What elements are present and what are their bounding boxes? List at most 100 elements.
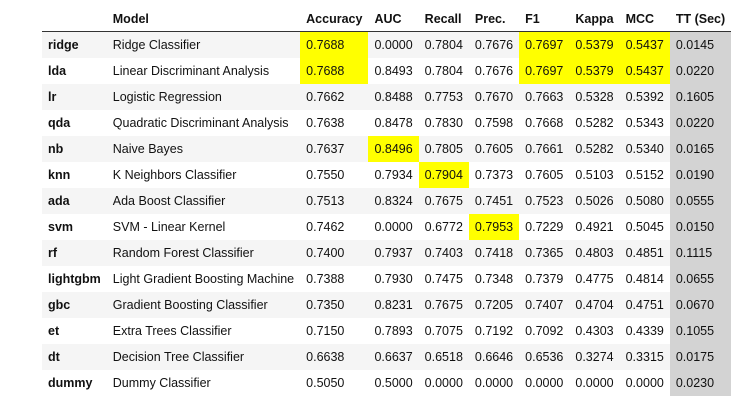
cell-mcc: 0.5437: [619, 31, 670, 58]
cell-index: rf: [42, 240, 107, 266]
header-recall: Recall: [418, 7, 469, 32]
table-body: ridge Ridge Classifier 0.7688 0.0000 0.7804 0…: [42, 31, 732, 396]
header-auc: AUC: [368, 7, 419, 32]
cell-mcc: 0.4751: [619, 292, 670, 318]
cell-accuracy: 0.7350: [300, 292, 369, 318]
cell-auc: 0.7893: [374, 324, 413, 338]
header-model: Model: [106, 7, 301, 32]
cell-mcc: 0.4814: [625, 272, 664, 286]
cell-recall: 0.0000: [424, 376, 463, 390]
cell-tt-sec: 0.0230: [669, 370, 732, 396]
cell-tt-sec: 0.0670: [669, 292, 732, 318]
cell-mcc: 0.4851: [619, 240, 670, 266]
cell-auc: 0.8488: [368, 84, 419, 110]
cell-auc: 0.7930: [374, 272, 413, 286]
cell-precision: 0.7192: [474, 324, 514, 338]
cell-f1: 0.7697: [519, 31, 570, 58]
cell-f1: 0.7605: [525, 168, 564, 182]
cell-model: Dummy Classifier: [112, 376, 211, 390]
cell-f1: 0.0000: [525, 376, 564, 390]
cell-auc: 0.8493: [374, 64, 413, 78]
cell-auc: 0.8324: [368, 188, 419, 214]
cell-recall: 0.7753: [418, 84, 469, 110]
cell-tt-sec: 0.0175: [669, 344, 732, 370]
cell-tt-sec: 0.1055: [669, 318, 732, 344]
cell-tt-sec: 0.0220: [669, 58, 732, 84]
cell-index: ridge: [42, 31, 107, 58]
header-index: [42, 7, 107, 32]
cell-mcc: 0.5080: [619, 188, 670, 214]
cell-recall: 0.7805: [418, 136, 469, 162]
cell-precision: 0.7373: [474, 168, 514, 182]
cell-kappa: 0.5282: [569, 136, 620, 162]
cell-tt-sec: 0.0165: [669, 136, 732, 162]
cell-auc: 0.7934: [374, 168, 413, 182]
cell-kappa: 0.4921: [575, 220, 614, 234]
table-row: knn K Neighbors Classifier 0.7550 0.7934 0.7…: [42, 162, 732, 188]
cell-model: Gradient Boosting Classifier: [106, 292, 301, 318]
cell-kappa: 0.4704: [569, 292, 620, 318]
cell-index: qda: [48, 116, 71, 130]
cell-tt-sec: 0.0555: [669, 188, 732, 214]
cell-auc: 0.7937: [368, 240, 419, 266]
cell-recall: 0.7675: [418, 292, 469, 318]
cell-mcc: 0.3315: [619, 344, 670, 370]
table-row: gbc Gradient Boosting Classifier 0.7350 0.8…: [42, 292, 732, 318]
cell-auc: 0.0000: [374, 220, 413, 234]
cell-tt-sec: 0.0150: [669, 214, 732, 240]
cell-recall: 0.6772: [424, 220, 463, 234]
cell-precision: 0.7451: [468, 188, 520, 214]
cell-recall: 0.7804: [418, 31, 469, 58]
cell-accuracy: 0.7388: [306, 272, 345, 286]
cell-index: gbc: [42, 292, 107, 318]
cell-mcc: 0.5152: [625, 168, 664, 182]
cell-recall: 0.7675: [418, 188, 469, 214]
cell-tt-sec: 0.1605: [669, 84, 732, 110]
cell-model: Random Forest Classifier: [106, 240, 301, 266]
table-row: nb Naive Bayes 0.7637 0.8496 0.7805 0.7605 0.7…: [42, 136, 732, 162]
cell-f1: 0.7668: [525, 116, 564, 130]
cell-model: SVM - Linear Kernel: [112, 220, 226, 234]
cell-f1: 0.7365: [519, 240, 570, 266]
table-row: qda Quadratic Discriminant Analysis 0.7638…: [42, 110, 732, 136]
cell-accuracy: 0.7638: [306, 116, 345, 130]
cell-f1: 0.7092: [525, 324, 564, 338]
cell-auc: 0.0000: [368, 31, 419, 58]
cell-index: dummy: [48, 376, 93, 390]
cell-precision: 0.7676: [468, 31, 520, 58]
cell-f1: 0.6536: [519, 344, 570, 370]
table-row: ada Ada Boost Classifier 0.7513 0.8324 0.767…: [42, 188, 732, 214]
cell-accuracy: 0.6638: [300, 344, 369, 370]
cell-index: knn: [48, 168, 71, 182]
cell-index: nb: [42, 136, 107, 162]
cell-precision: 0.7205: [468, 292, 520, 318]
cell-accuracy: 0.7400: [300, 240, 369, 266]
cell-model: Decision Tree Classifier: [106, 344, 301, 370]
table-row: lightgbm Light Gradient Boosting Machine 0…: [42, 266, 732, 292]
cell-kappa: 0.5282: [575, 116, 614, 130]
header-accuracy: Accuracy: [300, 7, 369, 32]
cell-index: et: [48, 324, 60, 338]
cell-recall: 0.7830: [424, 116, 463, 130]
model-comparison-table: Model Accuracy AUC Recall Prec. F1 Kappa…: [42, 7, 732, 396]
cell-f1: 0.7229: [525, 220, 564, 234]
cell-index: ada: [42, 188, 107, 214]
cell-accuracy: 0.7462: [306, 220, 345, 234]
cell-recall: 0.7075: [424, 324, 463, 338]
cell-f1: 0.7697: [519, 58, 570, 84]
cell-model: K Neighbors Classifier: [112, 168, 237, 182]
cell-kappa: 0.5026: [569, 188, 620, 214]
header-f1: F1: [519, 7, 570, 32]
cell-auc: 0.5000: [374, 376, 413, 390]
cell-recall: 0.6518: [418, 344, 469, 370]
cell-accuracy: 0.7688: [300, 31, 369, 58]
cell-mcc: 0.5340: [619, 136, 670, 162]
cell-auc: 0.6637: [368, 344, 419, 370]
header-kappa: Kappa: [569, 7, 620, 32]
cell-model: Logistic Regression: [106, 84, 301, 110]
cell-model: Linear Discriminant Analysis: [112, 64, 270, 78]
cell-index: dt: [42, 344, 107, 370]
header-row: Model Accuracy AUC Recall Prec. F1 Kappa…: [42, 7, 732, 32]
header-precision: Prec.: [468, 7, 520, 32]
cell-model: Ada Boost Classifier: [106, 188, 301, 214]
